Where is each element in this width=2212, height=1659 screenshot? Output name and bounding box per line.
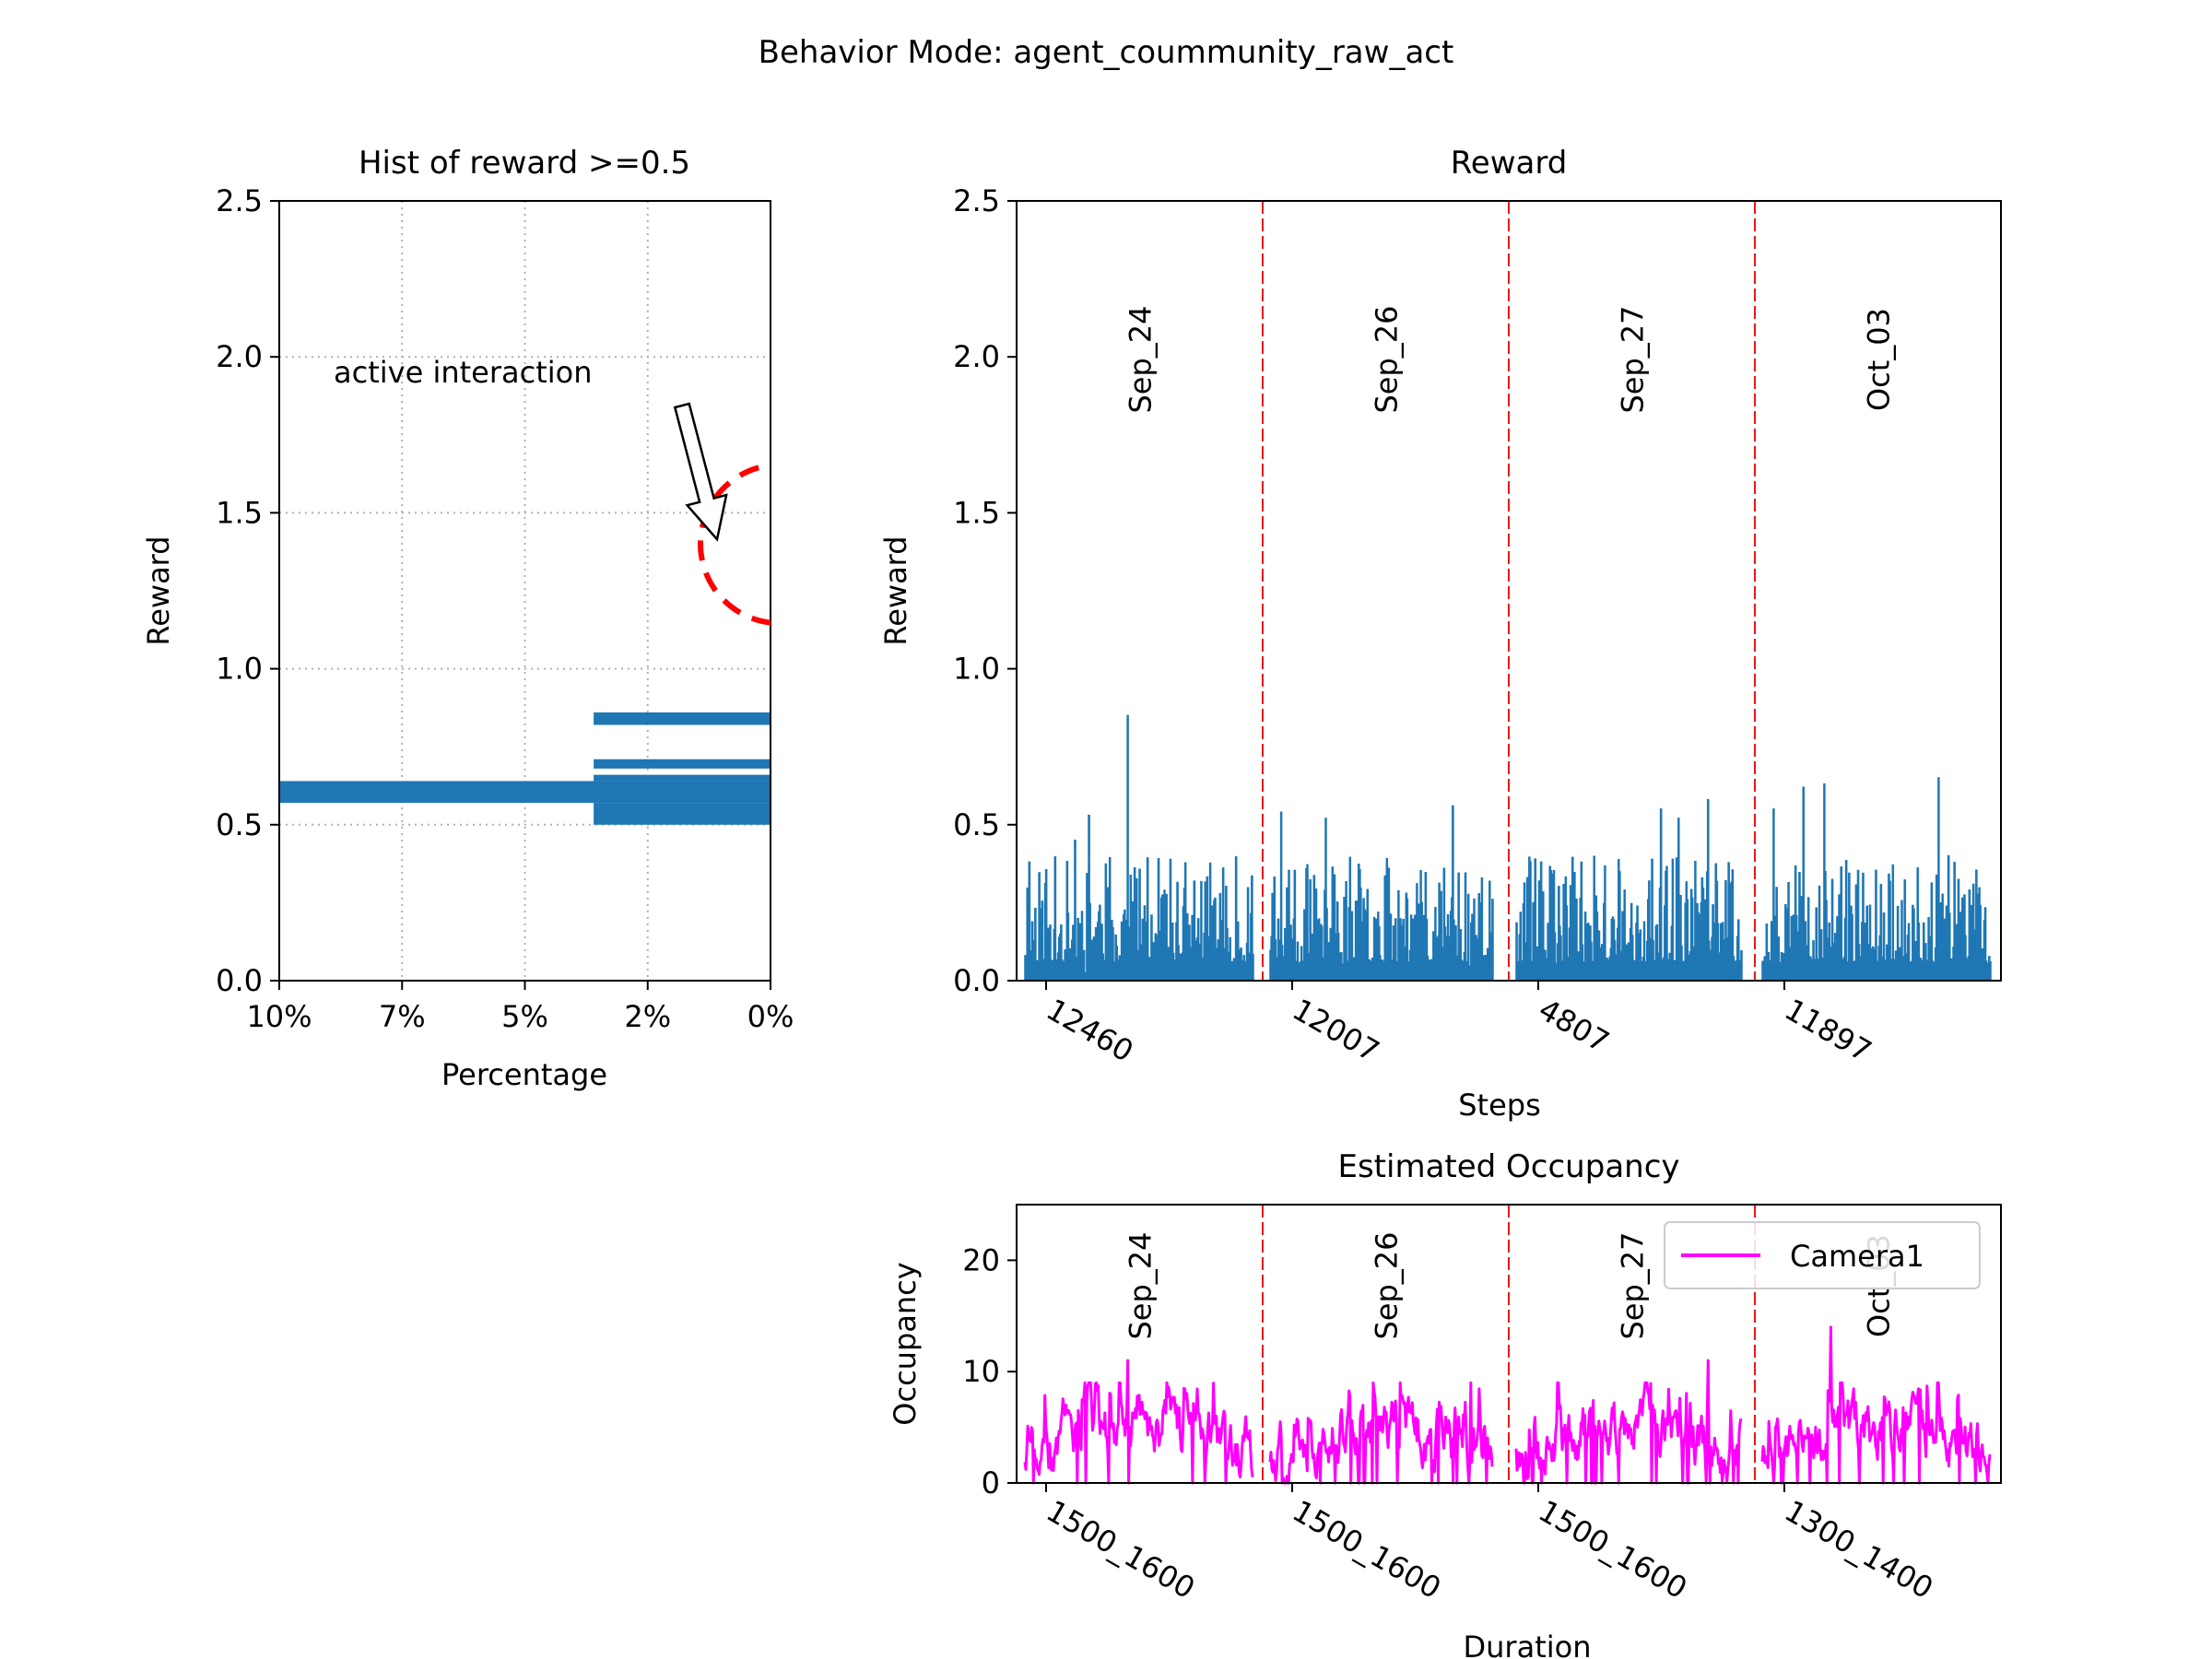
reward-bar-series <box>1269 805 1494 982</box>
hist-y-tick-label: 0.0 <box>216 963 263 998</box>
occupancy-y-tick-label: 20 <box>962 1242 1000 1277</box>
reward-x-ticks: 12460 12007 4807 11897 <box>1041 981 1877 1069</box>
reward-x-tick-label: 4807 <box>1533 992 1616 1060</box>
hist-xlabel: Percentage <box>441 1057 607 1092</box>
legend-label-camera1: Camera1 <box>1790 1239 1924 1274</box>
occupancy-axes-frame <box>1016 1204 2002 1484</box>
hist-x-tick-label: 7% <box>379 999 426 1034</box>
reward-date-label: Sep_24 <box>1124 305 1159 413</box>
hist-bar <box>279 781 771 804</box>
occupancy-title: Estimated Occupancy <box>1337 1148 1679 1185</box>
annotation-label: active interaction <box>334 355 593 390</box>
reward-panel: Reward Sep_24 Sep_26 Sep_27 Oct_03 12460 120… <box>878 145 2002 1123</box>
reward-y-tick-label: 2.5 <box>953 183 1000 218</box>
reward-x-tick-label: 12460 <box>1041 992 1139 1069</box>
occupancy-x-tick-label: 1500_1600 <box>1533 1493 1693 1606</box>
hist-x-tick-label: 0% <box>747 999 794 1034</box>
hist-y-ticks: 0.0 0.5 1.0 1.5 2.0 2.5 <box>216 183 279 998</box>
occupancy-date-label: Sep_24 <box>1124 1231 1159 1339</box>
reward-bars <box>1024 714 1992 982</box>
hist-y-tick-label: 2.5 <box>216 183 263 218</box>
occupancy-y-tick-label: 10 <box>962 1354 1000 1389</box>
reward-bar-series <box>1024 714 1254 982</box>
occupancy-line <box>1514 1359 1743 1485</box>
reward-y-tick-label: 2.0 <box>953 339 1000 374</box>
reward-y-tick-label: 1.5 <box>953 495 1000 530</box>
reward-x-tick-label: 11897 <box>1779 992 1877 1069</box>
reward-date-label: Sep_26 <box>1370 305 1405 413</box>
reward-axes-frame <box>1016 200 2002 982</box>
occupancy-date-label: Sep_27 <box>1616 1231 1651 1339</box>
hist-x-tick-label: 5% <box>501 999 548 1034</box>
hist-x-ticks: 10% 7% 5% 2% 0% <box>246 981 794 1034</box>
reward-y-tick-label: 1.0 <box>953 652 1000 687</box>
reward-ylabel: Reward <box>878 535 913 645</box>
hist-ylabel: Reward <box>141 535 176 645</box>
occupancy-line <box>1268 1381 1494 1485</box>
occupancy-x-ticks: 1500_1600 1500_1600 1500_1600 1300_1400 <box>1041 1483 1939 1606</box>
hist-title: Hist of reward >=0.5 <box>359 145 690 182</box>
reward-date-label: Oct_03 <box>1862 308 1897 411</box>
reward-y-tick-label: 0.5 <box>953 807 1000 842</box>
reward-y-tick-label: 0.0 <box>953 963 1000 998</box>
hist-bar <box>594 759 771 769</box>
hist-y-tick-label: 0.5 <box>216 807 263 842</box>
hist-y-tick-label: 1.5 <box>216 495 263 530</box>
occupancy-line <box>1760 1325 1992 1485</box>
reward-y-ticks: 0.0 0.5 1.0 1.5 2.0 2.5 <box>953 183 1017 998</box>
hist-bar <box>594 803 771 825</box>
hist-panel: Hist of reward >=0.5 10% 7% 5% 2% 0% 0.0 0.5 1… <box>141 145 794 1092</box>
reward-title: Reward <box>1451 145 1568 182</box>
hist-y-tick-label: 2.0 <box>216 339 263 374</box>
hist-x-tick-label: 2% <box>624 999 671 1034</box>
hist-bars <box>279 712 771 825</box>
reward-bar-series <box>1515 798 1743 982</box>
occupancy-date-label: Sep_26 <box>1370 1231 1405 1339</box>
occupancy-legend: Camera1 <box>1664 1221 1981 1289</box>
hist-grid <box>279 201 771 981</box>
occupancy-lines <box>1023 1325 1992 1485</box>
occupancy-ylabel: Occupancy <box>888 1262 923 1425</box>
hist-bar <box>594 774 771 782</box>
hist-axes-frame <box>278 200 771 982</box>
reward-xlabel: Steps <box>1458 1088 1541 1123</box>
occupancy-panel: Estimated Occupancy Sep_24 Sep_26 Sep_27 Oc… <box>888 1148 2002 1659</box>
reward-date-labels: Sep_24 Sep_26 Sep_27 Oct_03 <box>1124 305 1897 413</box>
reward-dividers <box>1262 201 1756 981</box>
figure-suptitle: Behavior Mode: agent_coummunity_raw_act <box>759 34 1454 71</box>
hist-bar <box>594 712 771 725</box>
hist-annotation: active interaction <box>334 355 771 626</box>
reward-date-label: Sep_27 <box>1616 305 1651 413</box>
occupancy-line <box>1023 1359 1254 1485</box>
hist-x-tick-label: 10% <box>246 999 312 1034</box>
occupancy-y-ticks: 0 10 20 <box>962 1242 1017 1500</box>
occupancy-y-tick-label: 0 <box>982 1465 1000 1500</box>
occupancy-x-tick-label: 1500_1600 <box>1041 1493 1201 1606</box>
legend-box <box>1664 1221 1981 1289</box>
reward-bar-series <box>1761 777 1992 982</box>
occupancy-x-tick-label: 1500_1600 <box>1287 1493 1447 1606</box>
annotation-arrow <box>673 402 728 542</box>
reward-x-tick-label: 12007 <box>1287 992 1385 1069</box>
hist-y-tick-label: 1.0 <box>216 652 263 687</box>
occupancy-xlabel: Duration <box>1464 1630 1592 1659</box>
occupancy-x-tick-label: 1300_1400 <box>1779 1493 1939 1606</box>
annotation-circle <box>698 462 771 626</box>
